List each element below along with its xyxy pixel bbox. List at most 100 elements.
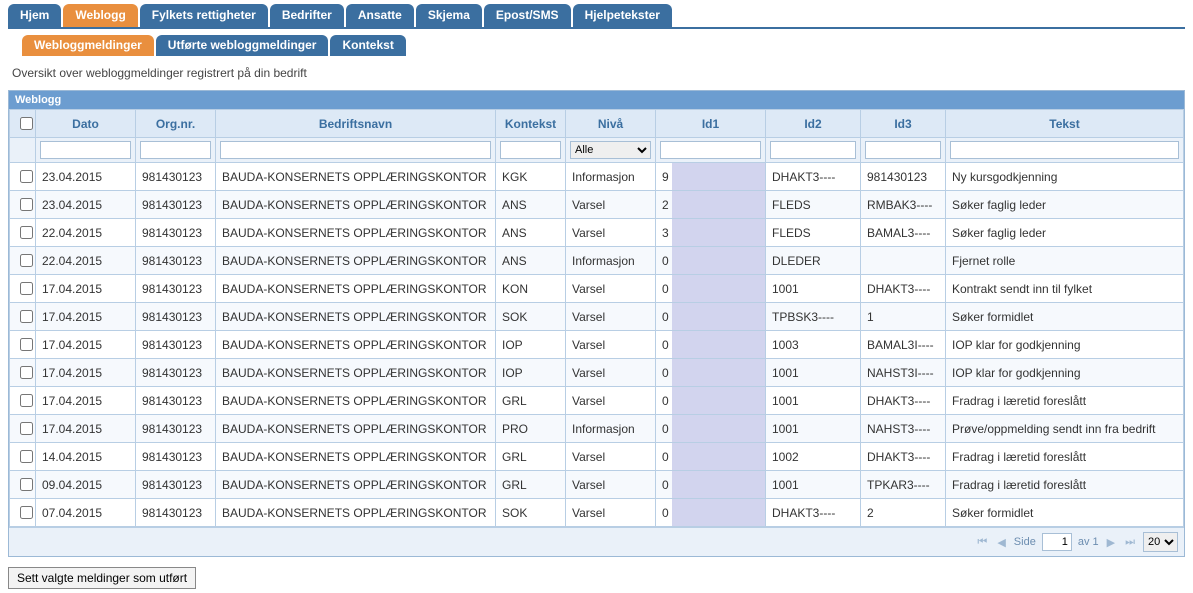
filter-input-bedrift[interactable] bbox=[220, 141, 491, 159]
grid-title: Weblogg bbox=[9, 91, 1184, 109]
cell-id2: 1001 bbox=[766, 471, 861, 499]
cell-orgnr: 981430123 bbox=[136, 331, 216, 359]
col-header-id2[interactable]: Id2 bbox=[766, 110, 861, 138]
row-checkbox[interactable] bbox=[20, 422, 33, 435]
cell-orgnr: 981430123 bbox=[136, 443, 216, 471]
cell-bedrift: BAUDA-KONSERNETS OPPLÆRINGSKONTOR bbox=[216, 415, 496, 443]
table-row: 22.04.2015981430123BAUDA-KONSERNETS OPPL… bbox=[10, 247, 1184, 275]
cell-id3 bbox=[861, 247, 946, 275]
cell-kontekst: PRO bbox=[496, 415, 566, 443]
cell-id3: TPKAR3---- bbox=[861, 471, 946, 499]
cell-orgnr: 981430123 bbox=[136, 163, 216, 191]
row-checkbox[interactable] bbox=[20, 506, 33, 519]
top-tab-fylkets-rettigheter[interactable]: Fylkets rettigheter bbox=[140, 4, 268, 27]
row-checkbox[interactable] bbox=[20, 198, 33, 211]
cell-id3: DHAKT3---- bbox=[861, 275, 946, 303]
row-checkbox[interactable] bbox=[20, 450, 33, 463]
cell-niva: Varsel bbox=[566, 219, 656, 247]
filter-input-dato[interactable] bbox=[40, 141, 131, 159]
row-checkbox[interactable] bbox=[20, 394, 33, 407]
cell-id3: 1 bbox=[861, 303, 946, 331]
cell-chk bbox=[10, 415, 36, 443]
top-tab-epost-sms[interactable]: Epost/SMS bbox=[484, 4, 571, 27]
cell-kontekst: ANS bbox=[496, 219, 566, 247]
top-tab-hjelpetekster[interactable]: Hjelpetekster bbox=[573, 4, 672, 27]
sub-tab-utf-rte-webloggmeldinger[interactable]: Utførte webloggmeldinger bbox=[156, 35, 329, 56]
cell-niva: Varsel bbox=[566, 499, 656, 527]
cell-id3: 2 bbox=[861, 499, 946, 527]
row-checkbox[interactable] bbox=[20, 170, 33, 183]
cell-id1: 9 bbox=[656, 163, 766, 191]
col-header-dato[interactable]: Dato bbox=[36, 110, 136, 138]
pager-side-label: Side bbox=[1014, 536, 1036, 548]
cell-id1: 0 bbox=[656, 331, 766, 359]
filter-input-orgnr[interactable] bbox=[140, 141, 211, 159]
col-header-chk[interactable] bbox=[10, 110, 36, 138]
mark-done-button[interactable]: Sett valgte meldinger som utført bbox=[8, 567, 196, 589]
pager-pagesize-select[interactable]: 20 bbox=[1143, 532, 1178, 552]
cell-dato: 17.04.2015 bbox=[36, 331, 136, 359]
cell-niva: Varsel bbox=[566, 443, 656, 471]
row-checkbox[interactable] bbox=[20, 226, 33, 239]
cell-kontekst: GRL bbox=[496, 471, 566, 499]
filter-cell-bedrift bbox=[216, 138, 496, 163]
row-checkbox[interactable] bbox=[20, 366, 33, 379]
top-tab-bedrifter[interactable]: Bedrifter bbox=[270, 4, 344, 27]
filter-input-tekst[interactable] bbox=[950, 141, 1179, 159]
filter-input-kontekst[interactable] bbox=[500, 141, 561, 159]
cell-kontekst: KGK bbox=[496, 163, 566, 191]
cell-dato: 17.04.2015 bbox=[36, 359, 136, 387]
col-header-id1[interactable]: Id1 bbox=[656, 110, 766, 138]
pager-first-icon[interactable]: ⏮ bbox=[975, 536, 989, 549]
cell-id2: 1001 bbox=[766, 415, 861, 443]
filter-input-id2[interactable] bbox=[770, 141, 856, 159]
filter-cell-niva: Alle bbox=[566, 138, 656, 163]
pager-prev-icon[interactable]: ◀ bbox=[995, 536, 1007, 549]
top-tab-hjem[interactable]: Hjem bbox=[8, 4, 61, 27]
table-row: 22.04.2015981430123BAUDA-KONSERNETS OPPL… bbox=[10, 219, 1184, 247]
col-header-kontekst[interactable]: Kontekst bbox=[496, 110, 566, 138]
col-header-id3[interactable]: Id3 bbox=[861, 110, 946, 138]
cell-niva: Varsel bbox=[566, 471, 656, 499]
pager-page-input[interactable] bbox=[1042, 533, 1072, 551]
col-header-bedrift[interactable]: Bedriftsnavn bbox=[216, 110, 496, 138]
sub-tab-bar: WebloggmeldingerUtførte webloggmeldinger… bbox=[8, 29, 1185, 62]
cell-id3: DHAKT3---- bbox=[861, 443, 946, 471]
cell-bedrift: BAUDA-KONSERNETS OPPLÆRINGSKONTOR bbox=[216, 471, 496, 499]
cell-tekst: Fradrag i læretid foreslått bbox=[946, 387, 1184, 415]
cell-kontekst: SOK bbox=[496, 499, 566, 527]
row-checkbox[interactable] bbox=[20, 310, 33, 323]
sub-tab-webloggmeldinger[interactable]: Webloggmeldinger bbox=[22, 35, 154, 56]
cell-tekst: Fradrag i læretid foreslått bbox=[946, 471, 1184, 499]
table-row: 17.04.2015981430123BAUDA-KONSERNETS OPPL… bbox=[10, 359, 1184, 387]
top-tab-weblogg[interactable]: Weblogg bbox=[63, 4, 137, 27]
filter-cell-tekst bbox=[946, 138, 1184, 163]
cell-niva: Varsel bbox=[566, 387, 656, 415]
filter-select-niva[interactable]: Alle bbox=[570, 141, 651, 159]
cell-tekst: IOP klar for godkjenning bbox=[946, 331, 1184, 359]
cell-kontekst: IOP bbox=[496, 359, 566, 387]
cell-dato: 17.04.2015 bbox=[36, 387, 136, 415]
col-header-niva[interactable]: Nivå bbox=[566, 110, 656, 138]
pager-next-icon[interactable]: ▶ bbox=[1105, 536, 1117, 549]
cell-dato: 17.04.2015 bbox=[36, 415, 136, 443]
cell-tekst: Søker faglig leder bbox=[946, 219, 1184, 247]
cell-dato: 17.04.2015 bbox=[36, 275, 136, 303]
row-checkbox[interactable] bbox=[20, 478, 33, 491]
filter-input-id3[interactable] bbox=[865, 141, 941, 159]
col-header-orgnr[interactable]: Org.nr. bbox=[136, 110, 216, 138]
filter-input-id1[interactable] bbox=[660, 141, 761, 159]
sub-tab-kontekst[interactable]: Kontekst bbox=[330, 35, 405, 56]
top-tab-skjema[interactable]: Skjema bbox=[416, 4, 482, 27]
cell-id2: FLEDS bbox=[766, 219, 861, 247]
top-tab-ansatte[interactable]: Ansatte bbox=[346, 4, 414, 27]
select-all-checkbox[interactable] bbox=[20, 117, 33, 130]
cell-kontekst: SOK bbox=[496, 303, 566, 331]
cell-kontekst: GRL bbox=[496, 387, 566, 415]
row-checkbox[interactable] bbox=[20, 338, 33, 351]
cell-niva: Varsel bbox=[566, 331, 656, 359]
row-checkbox[interactable] bbox=[20, 282, 33, 295]
row-checkbox[interactable] bbox=[20, 254, 33, 267]
pager-last-icon[interactable]: ⏭ bbox=[1123, 536, 1137, 549]
col-header-tekst[interactable]: Tekst bbox=[946, 110, 1184, 138]
